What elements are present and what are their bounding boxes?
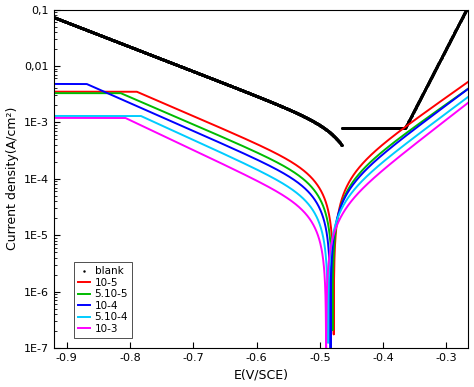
- X-axis label: E(V/SCE): E(V/SCE): [234, 368, 289, 382]
- 10-3: [323, 346, 329, 350]
- 5.10-5: [457, 92, 463, 96]
- Y-axis label: Current density(A/cm²): Current density(A/cm²): [6, 107, 18, 250]
- 10-5: [465, 79, 471, 84]
- blank: [123, 43, 129, 48]
- 10-4: [228, 146, 234, 150]
- 5.10-4: [457, 100, 463, 105]
- 5.10-4: [325, 341, 331, 345]
- 10-5: [331, 332, 337, 337]
- 10-4: [99, 88, 104, 93]
- 10-4: [413, 126, 419, 130]
- 10-3: [210, 157, 216, 162]
- 10-3: [123, 116, 129, 120]
- Legend: blank, 10-5, 5.10-5, 10-4, 5.10-4, 10-3: blank, 10-5, 5.10-5, 10-4, 5.10-4, 10-3: [74, 262, 132, 338]
- 10-5: [228, 130, 234, 135]
- Line: 10-4: 10-4: [54, 84, 468, 348]
- 5.10-5: [228, 139, 234, 143]
- 5.10-5: [210, 131, 216, 135]
- 5.10-4: [413, 134, 419, 139]
- 5.10-4: [99, 114, 104, 118]
- 10-5: [457, 85, 463, 90]
- 5.10-5: [99, 91, 104, 96]
- blank: [465, 3, 471, 8]
- 10-4: [328, 346, 333, 350]
- 10-3: [457, 106, 463, 111]
- 10-5: [51, 89, 57, 94]
- 5.10-4: [123, 114, 129, 118]
- blank: [228, 84, 234, 88]
- 5.10-4: [210, 147, 216, 151]
- 10-4: [457, 92, 463, 97]
- blank: [339, 143, 345, 148]
- 10-4: [51, 82, 57, 86]
- 10-4: [123, 99, 129, 104]
- 10-5: [123, 89, 129, 94]
- 5.10-5: [413, 124, 419, 128]
- 10-5: [210, 122, 216, 127]
- 10-3: [51, 116, 57, 120]
- 5.10-4: [465, 94, 471, 99]
- blank: [457, 19, 463, 23]
- 5.10-4: [228, 155, 234, 159]
- blank: [413, 105, 419, 110]
- 10-5: [413, 117, 419, 122]
- 10-4: [210, 137, 216, 142]
- Line: 10-3: 10-3: [54, 103, 468, 348]
- 5.10-5: [51, 91, 57, 96]
- 5.10-5: [123, 93, 129, 98]
- 10-3: [413, 141, 419, 146]
- 10-3: [228, 166, 234, 170]
- 10-4: [465, 86, 471, 91]
- Line: 5.10-4: 5.10-4: [54, 97, 468, 343]
- 5.10-5: [465, 86, 471, 91]
- blank: [99, 33, 104, 38]
- 10-5: [99, 89, 104, 94]
- blank: [51, 15, 57, 20]
- Line: 5.10-5: 5.10-5: [54, 89, 468, 330]
- blank: [210, 77, 216, 81]
- 10-3: [465, 100, 471, 105]
- 5.10-4: [51, 114, 57, 118]
- 10-3: [99, 116, 104, 120]
- Line: blank: blank: [53, 4, 469, 146]
- Line: 10-5: 10-5: [54, 82, 468, 334]
- 5.10-5: [329, 328, 335, 332]
